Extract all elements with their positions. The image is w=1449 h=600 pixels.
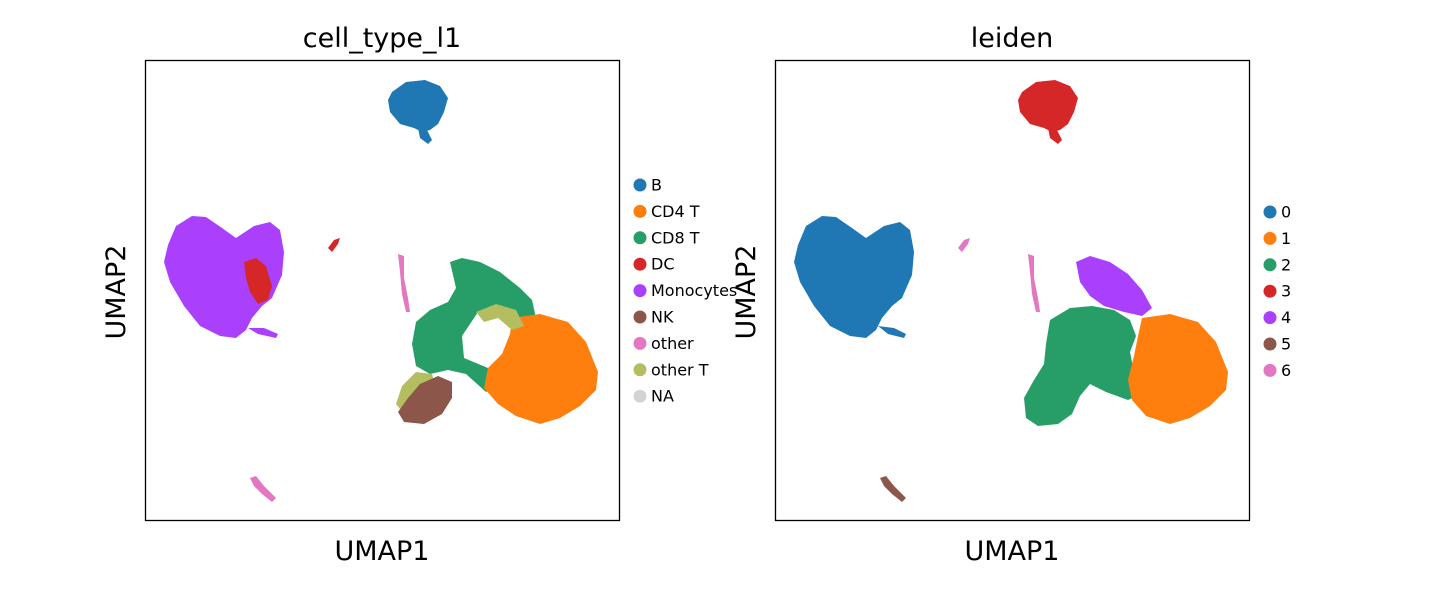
legend-cell-type: B CD4 T CD8 T DC Monocytes NK other other T NA: [633, 176, 737, 406]
cluster-1: [1128, 314, 1228, 424]
legend-label: 0: [1281, 203, 1291, 222]
y-axis-label: UMAP2: [731, 245, 762, 340]
cluster-dc-main: [244, 258, 272, 304]
panel-cell-type: cell_type_l1 UMAP1 UMAP2 B CD4 T CD8 T DC Mo…: [101, 23, 737, 567]
cluster-nk: [398, 376, 452, 424]
legend-label: other T: [651, 360, 709, 379]
y-axis-label: UMAP2: [101, 245, 132, 340]
plot-frame-leiden: [774, 59, 1251, 522]
cluster-3: [1018, 80, 1078, 132]
cluster-monocytes-tail: [248, 328, 278, 338]
legend-label: 3: [1281, 282, 1291, 301]
cluster-6-strip: [1028, 254, 1040, 312]
legend-label: 1: [1281, 229, 1291, 248]
legend-marker: [1263, 363, 1277, 377]
legend-marker: [633, 178, 647, 192]
legend-label: CD4 T: [651, 202, 700, 221]
legend-marker: [1263, 284, 1277, 298]
legend-marker: [1263, 231, 1277, 245]
legend-marker: [633, 336, 647, 350]
legend-label: B: [651, 176, 662, 195]
legend-label: 5: [1281, 335, 1291, 354]
plot-frame-cell-type: [144, 59, 621, 522]
cluster-0-tail: [878, 326, 906, 338]
cluster-other-strip: [398, 254, 410, 312]
cluster-2: [1024, 306, 1146, 426]
cluster-5: [880, 476, 906, 502]
legend-marker: [1263, 337, 1277, 351]
cluster-other-t-bridge: [476, 304, 524, 330]
cluster-b-tail: [418, 128, 432, 144]
legend-label: other: [651, 334, 694, 353]
cluster-other-bottom: [250, 476, 276, 502]
cluster-0: [794, 216, 914, 338]
legend-marker: [633, 284, 647, 298]
legend-label: 4: [1281, 308, 1291, 327]
legend-marker: [633, 204, 647, 218]
panel-leiden: leiden UMAP1 UMAP2 0 1 2 3 4 5 6: [731, 23, 1291, 567]
cluster-cd8: [412, 258, 536, 392]
legend-label: NA: [651, 387, 674, 406]
cluster-4: [1076, 256, 1152, 316]
legend-leiden: 0 1 2 3 4 5 6: [1263, 203, 1291, 380]
chart-title: leiden: [971, 23, 1053, 54]
x-axis-label: UMAP1: [965, 536, 1060, 567]
x-axis-label: UMAP1: [335, 536, 430, 567]
cluster-dc-islet: [328, 238, 340, 252]
legend-marker: [633, 231, 647, 245]
scatter-points-leiden: [794, 80, 1228, 502]
legend-label: 6: [1281, 361, 1291, 380]
legend-label: CD8 T: [651, 228, 700, 247]
legend-marker: [633, 310, 647, 324]
cluster-6-islet: [958, 238, 970, 252]
cluster-monocytes: [164, 216, 284, 338]
legend-marker: [1263, 205, 1277, 219]
legend-label: 2: [1281, 255, 1291, 274]
legend-marker: [633, 389, 647, 403]
cluster-3-tail: [1048, 128, 1062, 144]
legend-marker: [1263, 311, 1277, 325]
cluster-b: [388, 80, 448, 132]
legend-label: NK: [651, 308, 674, 327]
legend-marker: [633, 257, 647, 271]
chart-title: cell_type_l1: [303, 23, 461, 54]
scatter-points-cell-type: [164, 80, 598, 502]
legend-label: DC: [651, 255, 675, 274]
cluster-cd4: [484, 314, 598, 424]
legend-label: Monocytes: [651, 281, 737, 300]
legend-marker: [633, 363, 647, 377]
legend-marker: [1263, 258, 1277, 272]
